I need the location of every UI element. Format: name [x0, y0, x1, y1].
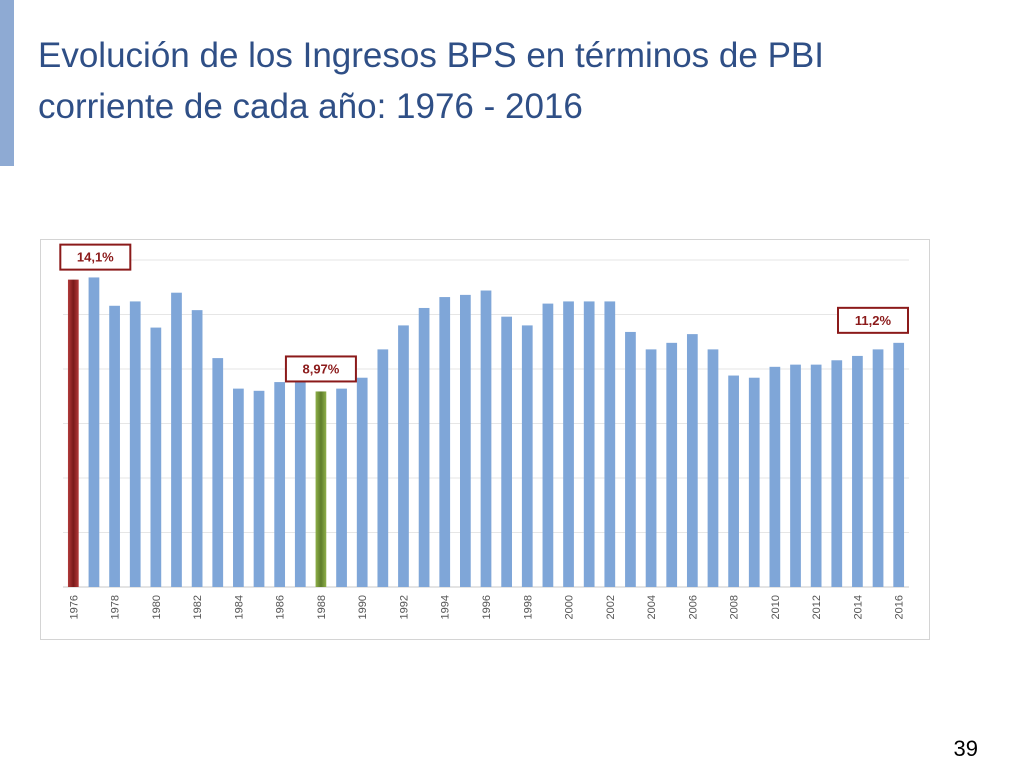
- bar-2016: [893, 342, 905, 587]
- bar-2003: [625, 331, 636, 587]
- bar-2000: [563, 301, 574, 587]
- tick-label-2002: 2002: [605, 595, 617, 619]
- bar-1997: [501, 316, 512, 587]
- tick-label-1990: 1990: [357, 595, 369, 619]
- data-label-1988-box: [284, 355, 357, 383]
- bar-2010: [769, 366, 781, 587]
- slide-title-line-2: corriente de cada año: 1976 - 2016: [38, 87, 583, 126]
- bar-1976: [67, 279, 79, 587]
- bar-2008: [728, 375, 739, 587]
- bar-1980: [150, 327, 162, 587]
- data-label-1988: 8,97%: [284, 355, 357, 383]
- tick-label-1994: 1994: [440, 595, 452, 619]
- bar-2015: [872, 349, 884, 587]
- bar-1987: [294, 379, 306, 587]
- title-accent-bar: [0, 0, 14, 166]
- bar-2009: [748, 377, 760, 587]
- bar-1991: [377, 349, 389, 587]
- data-label-2016-text: 11,2%: [855, 313, 892, 328]
- bar-1979: [129, 301, 141, 587]
- bar-1992: [398, 325, 409, 587]
- tick-label-2014: 2014: [852, 595, 864, 619]
- data-label-2016: 11,2%: [837, 306, 909, 334]
- data-label-1976-box: [59, 243, 132, 271]
- bar-2006: [686, 334, 698, 587]
- bar-1989: [336, 388, 347, 587]
- slide-title-line-1: Evolución de los Ingresos BPS en término…: [38, 36, 824, 75]
- bar-1984: [233, 388, 244, 587]
- tick-label-1992: 1992: [398, 595, 410, 619]
- data-label-2016-box: [837, 306, 909, 334]
- tick-label-2008: 2008: [729, 595, 741, 619]
- bar-1977: [88, 277, 100, 587]
- tick-label-1998: 1998: [522, 595, 534, 619]
- tick-label-2006: 2006: [687, 595, 699, 619]
- tick-label-1988: 1988: [316, 595, 328, 619]
- tick-label-2016: 2016: [894, 595, 906, 619]
- bar-1995: [460, 294, 471, 587]
- chart-frame: 1976 1978 1980 1982 1984 1986 1988 1990 1992 1994…: [40, 239, 930, 640]
- page-number: 39: [953, 736, 978, 761]
- bar-1990: [356, 377, 368, 587]
- tick-label-1982: 1982: [192, 595, 204, 619]
- slide-title: Evolución de los Ingresos BPS en término…: [38, 30, 978, 132]
- bar-1988: [315, 391, 327, 587]
- tick-label-1978: 1978: [110, 595, 122, 619]
- tick-label-1984: 1984: [233, 595, 245, 619]
- tick-label-1976: 1976: [68, 595, 80, 619]
- tick-label-2012: 2012: [811, 595, 823, 619]
- bar-1983: [212, 358, 224, 587]
- bar-1993: [418, 307, 430, 587]
- bar-1986: [274, 382, 286, 587]
- tick-label-2010: 2010: [770, 595, 782, 619]
- bar-2007: [707, 349, 719, 587]
- data-label-1976-text: 14,1%: [77, 250, 114, 265]
- bar-1996: [480, 290, 492, 587]
- bar-1994: [439, 297, 451, 587]
- data-label-1976: 14,1%: [59, 243, 132, 271]
- bar-1985: [253, 390, 265, 587]
- bar-1978: [109, 305, 120, 587]
- data-label-1988-text: 8,97%: [302, 361, 339, 376]
- tick-label-2004: 2004: [646, 595, 658, 619]
- bar-1982: [191, 310, 203, 587]
- tick-label-2000: 2000: [564, 595, 576, 619]
- bar-2005: [666, 342, 678, 587]
- bar-1999: [542, 303, 554, 587]
- bar-1998: [521, 325, 533, 587]
- bar-2013: [831, 360, 843, 587]
- bar-2004: [645, 349, 657, 587]
- tick-label-1996: 1996: [481, 595, 493, 619]
- bar-2001: [583, 301, 595, 587]
- tick-label-1986: 1986: [275, 595, 287, 619]
- bar-2011: [790, 364, 801, 587]
- bar-chart: 1976 1978 1980 1982 1984 1986 1988 1990 1992 1994…: [59, 243, 909, 619]
- bar-1981: [171, 292, 182, 587]
- bar-2014: [852, 355, 863, 587]
- bar-2012: [810, 364, 822, 587]
- bar-2002: [604, 301, 616, 587]
- tick-label-1980: 1980: [151, 595, 163, 619]
